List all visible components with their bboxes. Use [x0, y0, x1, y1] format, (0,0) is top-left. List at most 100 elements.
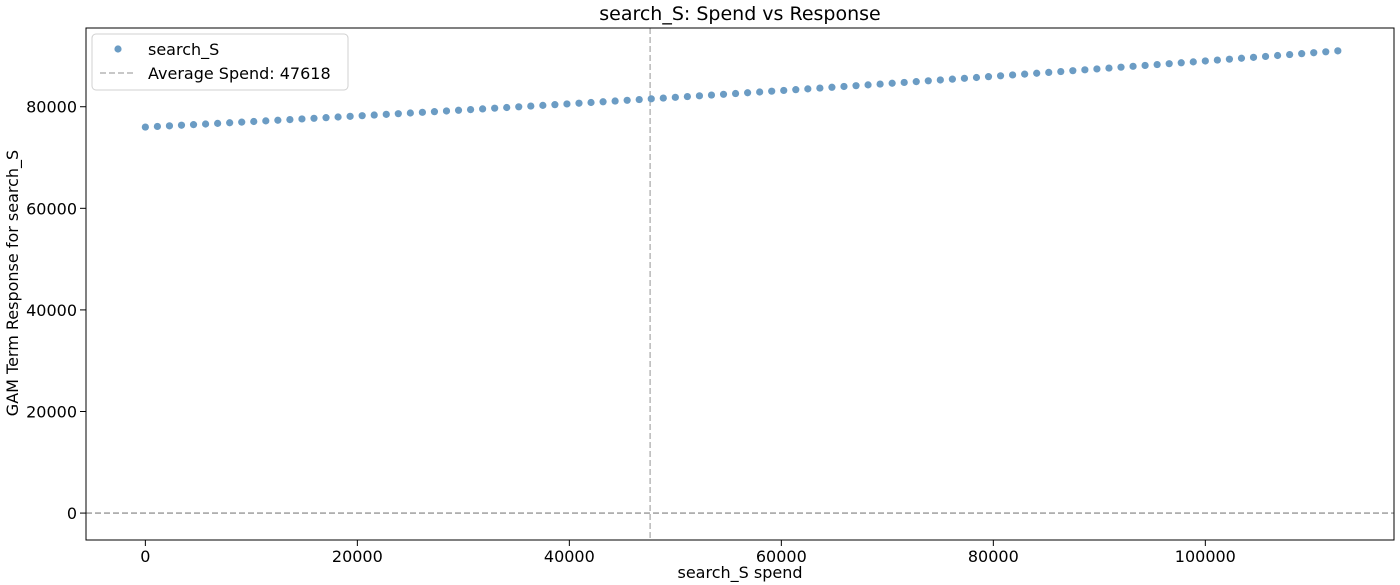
data-point — [177, 121, 186, 129]
data-point — [1237, 54, 1246, 62]
data-point — [539, 101, 547, 109]
data-point — [1045, 68, 1053, 77]
data-point — [960, 74, 969, 82]
data-point — [226, 119, 234, 127]
data-point — [394, 110, 402, 118]
data-point — [1334, 47, 1342, 55]
data-point — [707, 91, 716, 99]
data-point — [816, 84, 824, 92]
data-point — [382, 110, 390, 118]
data-point — [972, 73, 981, 82]
data-point — [587, 98, 595, 107]
data-point — [768, 87, 776, 95]
data-point — [1310, 49, 1318, 57]
data-point — [888, 79, 896, 87]
data-point — [647, 95, 655, 103]
data-point — [334, 113, 342, 121]
data-point — [527, 102, 535, 110]
data-point — [1249, 53, 1258, 61]
data-point — [804, 85, 812, 93]
data-point — [430, 108, 439, 116]
data-point — [575, 99, 583, 107]
data-point — [442, 107, 451, 115]
y-tick-label: 20000 — [26, 402, 77, 421]
data-point — [792, 86, 800, 94]
x-tick-label: 20000 — [332, 547, 383, 566]
data-point — [153, 122, 162, 131]
data-point — [996, 72, 1005, 80]
data-point — [1273, 51, 1282, 60]
data-point — [503, 103, 511, 112]
y-tick-label: 40000 — [26, 301, 77, 320]
data-point — [828, 83, 836, 91]
x-axis-label: search_S spend — [677, 563, 802, 583]
x-tick-label: 100000 — [1175, 547, 1236, 566]
data-point — [1129, 62, 1137, 70]
data-point — [563, 100, 571, 108]
data-point — [286, 115, 294, 124]
data-point — [1105, 64, 1113, 72]
data-point — [1322, 48, 1330, 56]
data-point — [551, 101, 559, 109]
data-point — [719, 90, 728, 98]
data-point — [936, 76, 944, 84]
x-tick-label: 0 — [140, 547, 150, 566]
data-point — [756, 88, 764, 96]
y-axis: 0 20000 40000 60000 80000 — [26, 98, 86, 523]
data-point — [671, 93, 679, 101]
legend-marker-search-s — [114, 45, 122, 53]
plot-area — [86, 28, 1394, 540]
legend-label-average-spend: Average Spend: 47618 — [148, 64, 331, 83]
y-tick-label: 80000 — [26, 98, 77, 117]
data-point — [274, 116, 282, 124]
data-point — [1033, 69, 1041, 77]
data-point — [515, 103, 523, 111]
data-point — [165, 122, 174, 130]
data-point — [876, 80, 884, 88]
data-point — [900, 78, 908, 87]
data-point — [406, 109, 414, 117]
data-point — [780, 86, 788, 95]
x-tick-label: 80000 — [968, 547, 1019, 566]
y-tick-label: 60000 — [26, 199, 77, 218]
legend: search_S Average Spend: 47618 — [91, 33, 349, 91]
data-point — [1057, 67, 1065, 76]
data-point — [491, 104, 499, 112]
data-point — [1225, 55, 1234, 63]
data-point — [695, 92, 704, 100]
data-point — [1177, 59, 1185, 67]
legend-label-search-s: search_S — [148, 40, 219, 60]
data-point — [611, 97, 619, 105]
data-point — [358, 112, 366, 120]
plot-frame — [85, 27, 1395, 541]
data-point — [1201, 57, 1209, 65]
chart-title: search_S: Spend vs Response — [599, 3, 881, 25]
data-point — [1213, 56, 1221, 64]
data-point — [1021, 70, 1029, 78]
data-point — [924, 77, 932, 85]
data-point — [262, 117, 270, 125]
data-point — [1069, 67, 1077, 75]
data-point — [864, 81, 872, 89]
legend-box — [91, 33, 349, 91]
y-axis-label: GAM Term Response for search_S — [3, 150, 23, 416]
data-point — [731, 89, 740, 98]
data-point — [1261, 52, 1270, 61]
data-point — [635, 95, 643, 104]
data-point — [346, 112, 354, 120]
x-axis: 0 20000 40000 60000 80000 100000 — [140, 540, 1236, 566]
y-tick-label: 0 — [67, 504, 77, 523]
data-point — [852, 82, 860, 90]
data-point — [1117, 63, 1125, 71]
data-point — [1189, 58, 1197, 66]
data-point — [744, 89, 752, 97]
data-point — [141, 123, 149, 131]
data-point — [840, 82, 848, 91]
data-point — [214, 119, 222, 127]
data-point — [1093, 65, 1101, 73]
data-point — [683, 92, 691, 101]
data-point — [189, 121, 198, 129]
data-point — [1286, 50, 1294, 59]
data-point — [201, 120, 210, 128]
